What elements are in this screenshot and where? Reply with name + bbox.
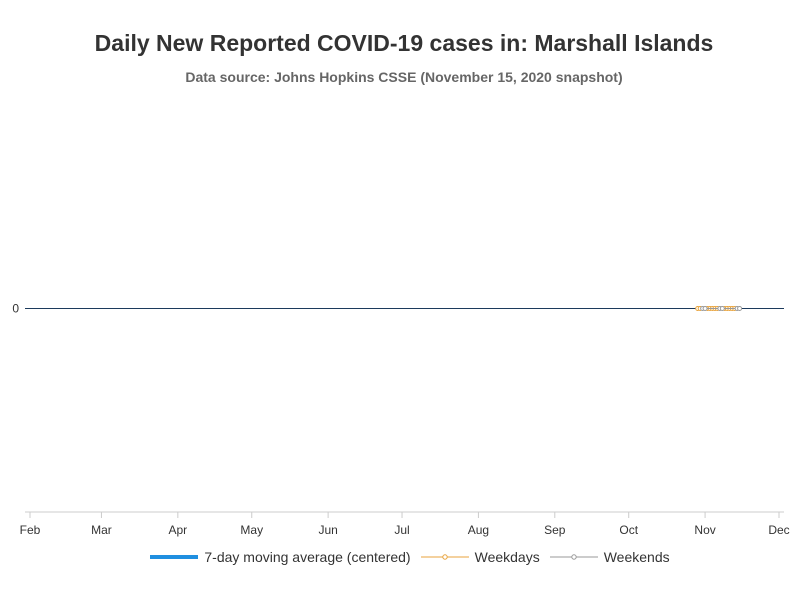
legend: 7-day moving average (centered) Weekdays… — [0, 549, 800, 565]
x-axis: Feb Mar Apr May Jun Jul Aug Sep Oct Nov Dec — [20, 511, 790, 537]
x-tick-label: Aug — [468, 523, 489, 537]
x-tick-label: Mar — [91, 523, 112, 537]
legend-swatch-moving-average — [150, 555, 199, 559]
legend-swatch-weekends — [549, 554, 598, 560]
chart-subtitle: Data source: Johns Hopkins CSSE (Novembe… — [185, 69, 623, 85]
x-tick-label: Nov — [694, 523, 715, 537]
legend-label-weekends: Weekends — [603, 549, 670, 565]
data-point-weekends — [737, 306, 743, 311]
x-tick-label: Jun — [318, 523, 337, 537]
chart-title: Daily New Reported COVID-19 cases in: Ma… — [94, 30, 714, 56]
x-tick-label: Feb — [20, 523, 41, 537]
legend-item-weekends[interactable]: Weekends — [549, 549, 670, 565]
legend-item-moving-average[interactable]: 7-day moving average (centered) — [150, 549, 411, 565]
x-tick-label: Apr — [168, 523, 187, 537]
legend-swatch-weekdays — [420, 554, 469, 560]
legend-item-weekdays[interactable]: Weekdays — [420, 549, 540, 565]
x-tick-label: May — [240, 523, 263, 537]
x-tick-label: Sep — [544, 523, 566, 537]
x-tick-label: Oct — [619, 523, 638, 537]
y-tick-label: 0 — [12, 302, 19, 316]
y-axis: 0 — [12, 302, 19, 316]
x-tick-label: Jul — [394, 523, 409, 537]
legend-label-weekdays: Weekdays — [474, 549, 540, 565]
series-layer — [695, 306, 743, 311]
legend-label-moving-average: 7-day moving average (centered) — [204, 549, 411, 565]
data-point-weekends — [719, 306, 725, 311]
x-tick-label: Dec — [768, 523, 789, 537]
data-point-weekends — [702, 306, 708, 311]
